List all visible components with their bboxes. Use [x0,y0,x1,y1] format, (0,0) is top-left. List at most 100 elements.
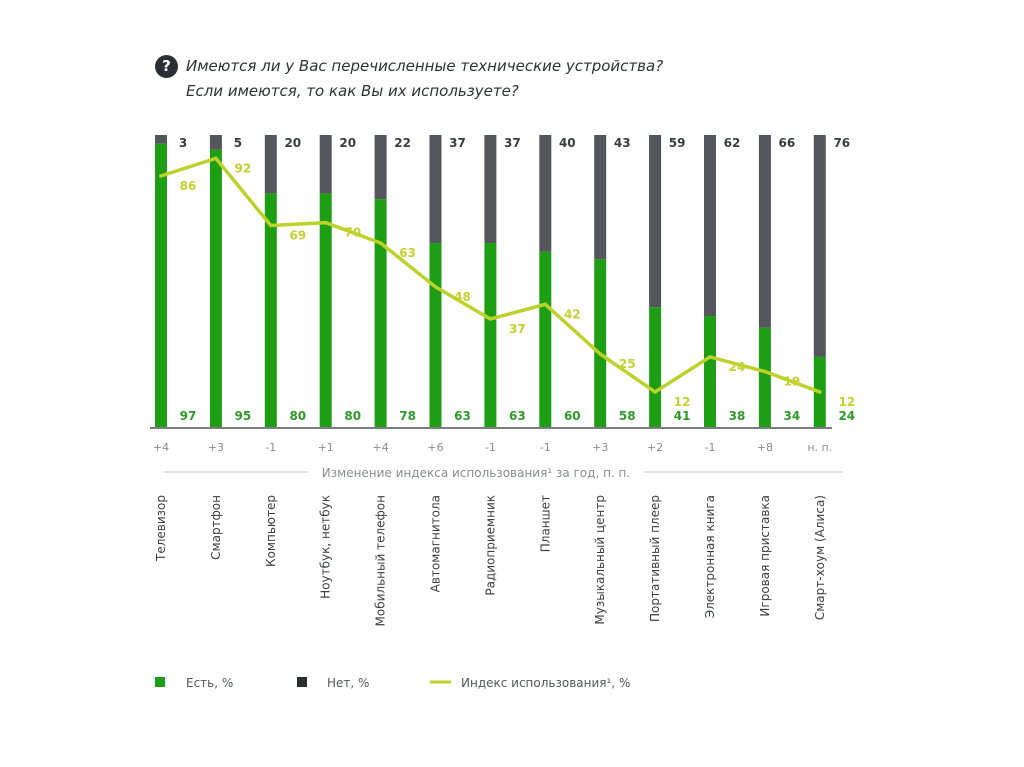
question-circle-icon: ? [155,55,178,78]
bar-no [758,135,771,328]
bar-label-yes: 97 [180,409,197,423]
bar-yes [155,143,167,427]
bar-yes [539,251,552,427]
index-point [708,355,712,359]
category-label: Музыкальный центр [593,495,607,625]
index-point [763,369,767,374]
bar-no [155,135,167,144]
bar-yes [264,193,277,427]
bar-label-no: 20 [284,136,301,150]
index-label: 25 [619,357,636,371]
index-point [818,390,822,394]
bar-label-yes: 78 [399,409,416,423]
bar-yes [704,316,716,427]
index-change-value: +8 [757,441,773,454]
bar-yes [594,259,607,427]
bar-no [813,135,826,357]
category-label: Планшет [538,495,552,552]
category-label: Компьютер [264,495,278,567]
index-point [378,241,383,245]
index-change-value: -1 [265,441,276,454]
chart-title-line-2: Если имеются, то как Вы их используете? [186,82,519,100]
bar-no [539,135,552,252]
index-point [543,302,548,307]
bar-yes [649,307,662,427]
legend-label-no: Нет, % [327,676,369,690]
bar-label-no: 20 [339,136,356,150]
bar-label-yes: 80 [289,409,306,423]
bar-yes [209,149,222,427]
bar-no [429,135,442,244]
index-label: 86 [180,179,197,193]
legend-swatch-yes [155,677,165,687]
index-label: 12 [674,395,691,409]
bar-label-yes: 41 [674,409,691,423]
index-point [433,285,438,289]
bar-no [649,135,662,308]
bar-label-no: 40 [559,136,576,150]
index-point [323,220,328,225]
index-change-caption: Изменение индекса использования¹ за год,… [322,466,630,480]
index-change-value: +6 [427,441,443,454]
category-label: Смарт-хоум (Алиса) [813,495,827,620]
bar-label-yes: 58 [619,409,636,423]
bar-label-no: 37 [504,136,521,150]
index-label: 12 [838,395,855,409]
index-change-value: +4 [153,441,169,454]
bar-no [484,135,497,244]
bar-label-no: 37 [449,136,466,150]
category-label: Радиоприемник [483,495,497,596]
index-label: 92 [235,161,252,175]
bar-label-no: 76 [833,136,850,150]
index-label: 24 [729,360,746,374]
bar-yes [484,243,497,427]
bar-label-no: 62 [724,136,741,150]
index-point [488,317,493,321]
bar-label-yes: 24 [838,409,855,423]
category-label: Игровая приставка [758,495,772,617]
index-change-value: -1 [485,441,496,454]
index-point [159,174,163,178]
bar-label-no: 5 [234,136,242,150]
bar-label-yes: 63 [509,409,526,423]
bar-yes [319,193,332,427]
bar-label-yes: 80 [344,409,361,423]
bar-no [594,135,607,260]
category-label: Электронная книга [703,495,717,618]
index-label: 42 [564,307,581,321]
index-label: 63 [399,246,416,260]
bar-no [319,135,332,194]
bar-label-yes: 60 [564,409,581,423]
index-label: 48 [454,290,471,304]
bar-no [374,135,387,200]
category-label: Портативный плеер [648,495,662,622]
bar-no [209,135,222,150]
index-change-value: н. п. [807,441,832,454]
bar-label-no: 3 [179,136,187,150]
index-point [269,223,273,228]
index-change-value: +4 [372,441,388,454]
index-label: 70 [344,226,361,240]
bar-yes [758,327,771,427]
legend-label-yes: Есть, % [186,676,233,690]
index-label: 37 [509,322,526,336]
index-label: 19 [784,375,801,389]
index-label: 69 [289,229,306,243]
bar-label-yes: 34 [784,409,801,423]
bar-yes [429,243,442,427]
bar-label-no: 66 [779,136,796,150]
index-change-value: +3 [592,441,608,454]
bar-no [704,135,716,317]
index-change-value: -1 [540,441,551,454]
category-label: Смартфон [209,495,223,560]
category-label: Ноутбук, нетбук [319,495,333,599]
index-point [598,352,602,356]
bar-no [264,135,277,194]
index-change-value: +1 [318,441,334,454]
bar-label-no: 22 [394,136,411,150]
index-change-value: +2 [647,441,663,454]
index-point [214,156,218,161]
chart-title-line-1: Имеются ли у Вас перечисленные техническ… [186,57,664,75]
bar-label-yes: 38 [729,409,746,423]
category-label: Автомагнитола [429,495,443,592]
